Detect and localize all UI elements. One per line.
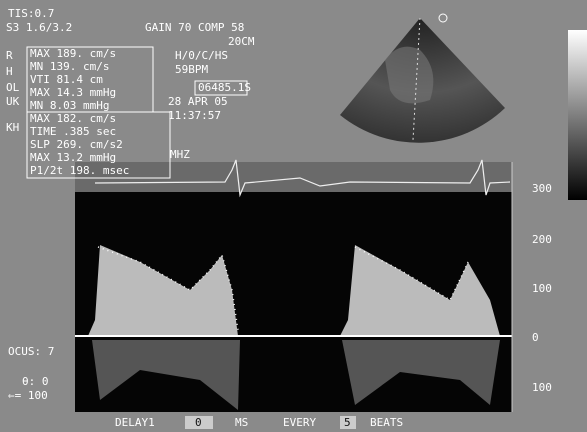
header-clip: 06485.1S (198, 81, 251, 94)
measurement: MAX 13.2 mmHg (30, 151, 116, 164)
scale-label: 200 (532, 233, 552, 246)
ultrasound-screen: TIS:0.7S3 1.6/3.2 GAIN 70 COMP 5820CMH/0/… (0, 0, 587, 432)
side-label: KH (6, 121, 19, 134)
side-label: R (6, 49, 13, 62)
side-label: UK (6, 95, 20, 108)
probe-info: OCUS: 7 (8, 345, 54, 358)
measurement: MAX 14.3 mmHg (30, 86, 116, 99)
probe-info: θ: 0 (22, 375, 49, 388)
header-time: 11:37:57 (168, 109, 221, 122)
footer-label: BEATS (370, 416, 403, 429)
measurement: MAX 189. cm/s (30, 47, 116, 60)
side-label: OL (6, 81, 20, 94)
footer-label: EVERY (283, 416, 316, 429)
header-depth: 20CM (228, 35, 255, 48)
measurement: SLP 269. cm/s2 (30, 138, 123, 151)
measurement: TIME .385 sec (30, 125, 116, 138)
ecg-strip (75, 162, 512, 192)
header-date: 28 APR 05 (168, 95, 228, 108)
probe-info: ⇐= 100 (8, 389, 48, 402)
measurement: P1/2t 198. msec (30, 164, 129, 177)
scale-label: 100 (532, 381, 552, 394)
footer-label: 0 (195, 416, 202, 429)
footer-label: 5 (344, 416, 351, 429)
scale-label: 300 (532, 182, 552, 195)
header-probe: S3 1.6/3.2 (6, 21, 72, 34)
header-heart-rate: 59BPM (175, 63, 208, 76)
header-frequency: MHZ (170, 148, 190, 161)
footer-label: MS (235, 416, 248, 429)
grayscale-bar (568, 30, 587, 200)
header-mode: H/0/C/HS (175, 49, 228, 62)
measurement: MAX 182. cm/s (30, 112, 116, 125)
scale-label: 0 (532, 331, 539, 344)
measurement: MN 139. cm/s (30, 60, 109, 73)
footer-label: DELAY1 (115, 416, 155, 429)
side-label: H (6, 65, 13, 78)
header-gain: GAIN 70 COMP 58 (145, 21, 244, 34)
header-tis: TIS:0.7 (8, 7, 54, 20)
measurement: VTI 81.4 cm (30, 73, 103, 86)
measurement: MN 8.03 mmHg (30, 99, 109, 112)
scale-label: 100 (532, 282, 552, 295)
